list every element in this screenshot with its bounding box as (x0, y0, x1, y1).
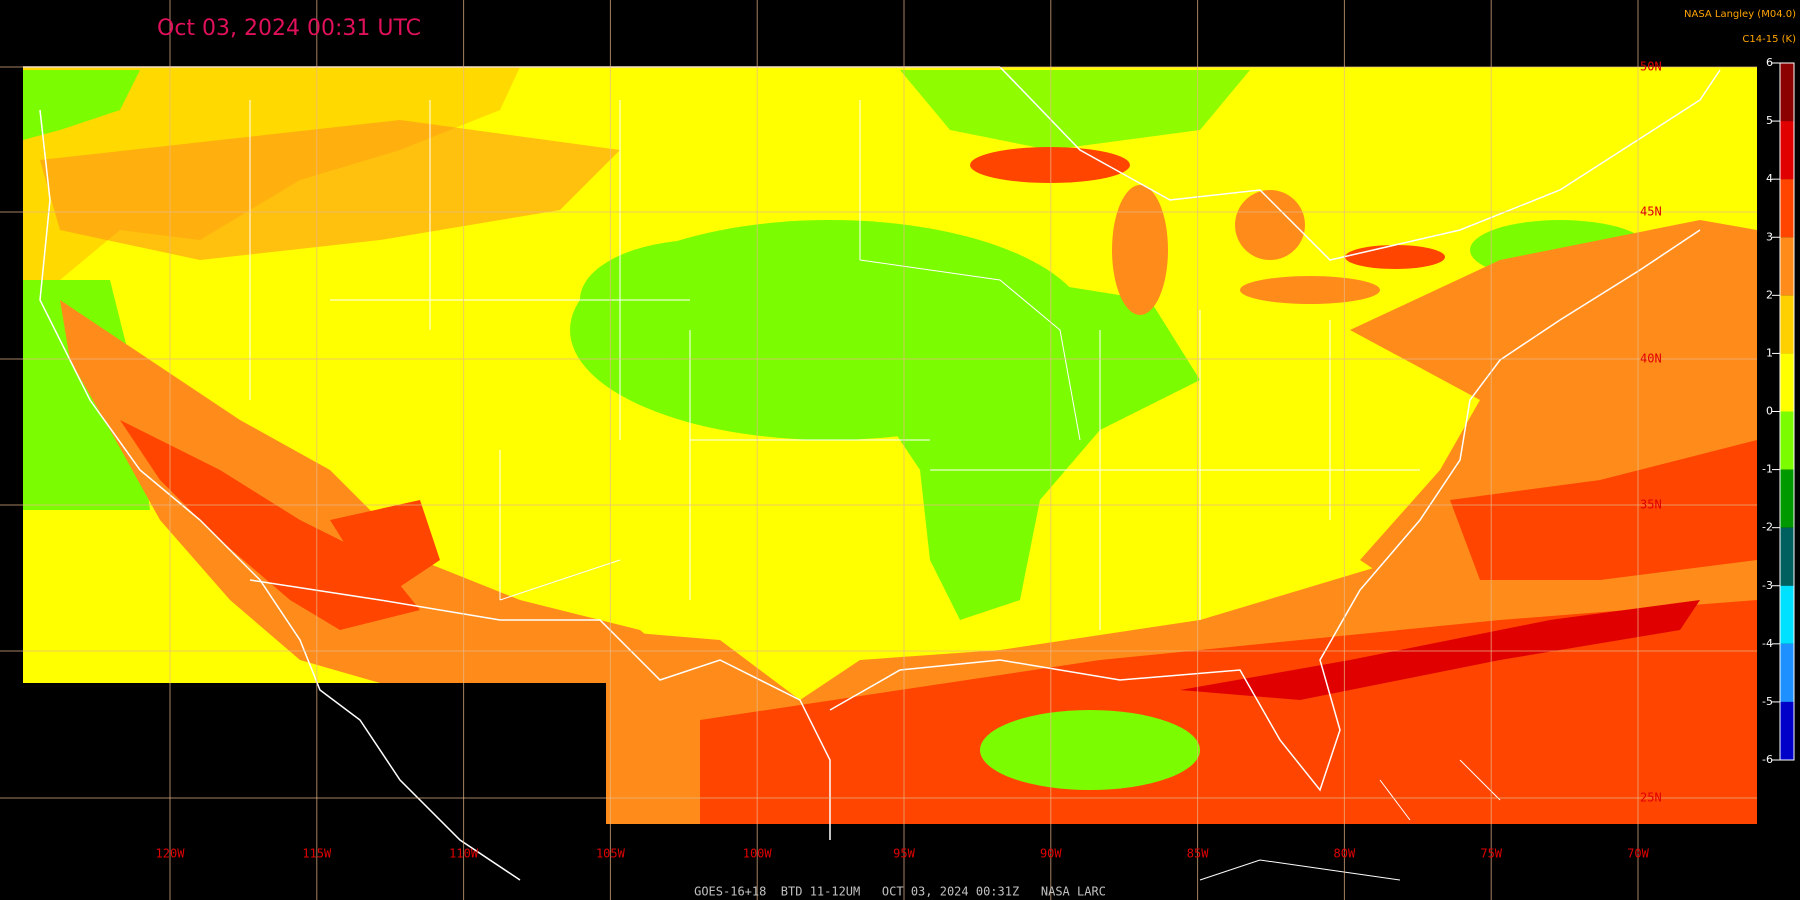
cloud-patch (120, 420, 420, 630)
longitude-label: 70W (1627, 847, 1649, 861)
colorbar-segment (1780, 585, 1794, 644)
colorbar-segment (1780, 411, 1794, 470)
border-line (249, 579, 831, 840)
colorbar-segment (1780, 353, 1794, 412)
cloud-patch (23, 70, 140, 140)
longitude-label: 115W (302, 847, 332, 861)
cloud-patch (1180, 600, 1700, 700)
source-label: NASA Langley (M04.0) (1684, 9, 1796, 20)
colorbar-label: 3 (1766, 230, 1773, 243)
longitude-label: 75W (1480, 847, 1502, 861)
longitude-label: 85W (1187, 847, 1209, 861)
colorbar-label: 0 (1766, 405, 1773, 418)
colorbar-label: -4 (1762, 637, 1773, 650)
colorbar-label: 2 (1766, 288, 1773, 301)
longitude-label: 100W (743, 847, 773, 861)
longitude-label: 110W (449, 847, 479, 861)
map-title: Oct 03, 2024 00:31 UTC (157, 16, 421, 41)
colorbar-segment (1780, 701, 1794, 760)
latitude-label: 35N (1640, 498, 1662, 512)
colorbar-label: 5 (1766, 114, 1773, 127)
longitude-label: 105W (596, 847, 626, 861)
product-label: C14-15 (K) (1742, 34, 1796, 45)
colorbar-segment (1780, 237, 1794, 296)
cloud-patch (60, 300, 700, 683)
colorbar-label: -1 (1762, 463, 1773, 476)
colorbar-segment (1780, 643, 1794, 702)
coastline (39, 109, 521, 881)
latitude-label: 40N (1640, 352, 1662, 366)
colorbar-label: -2 (1762, 521, 1773, 534)
colorbar-label: 6 (1766, 56, 1773, 69)
longitude-label: 95W (893, 847, 915, 861)
coastline (829, 229, 1701, 792)
colorbar-label: -5 (1762, 695, 1773, 708)
latitude-label: 25N (1640, 791, 1662, 805)
footer: GOES-16+18 BTD 11-12UM OCT 03, 2024 00:3… (694, 885, 1106, 899)
colorbar-segment (1780, 469, 1794, 528)
cloud-patch (880, 260, 1200, 620)
cloud-patch (980, 710, 1200, 790)
coastline (1199, 759, 1501, 881)
colorbar-segment (1780, 121, 1794, 180)
colorbar-segment (1780, 527, 1794, 586)
lake (1112, 185, 1168, 315)
colorbar-segment (1780, 295, 1794, 354)
cloud-patch (330, 500, 440, 600)
longitude-label: 120W (156, 847, 186, 861)
cloud-patch (40, 120, 620, 260)
colorbar-label: 1 (1766, 346, 1773, 359)
colorbar-label: 4 (1766, 172, 1773, 185)
latitude-label: 50N (1640, 60, 1662, 74)
graticule: 120W 115W 110W 105W 100W 95W 90W 85W 80W 75W 70W 50… (0, 0, 1757, 900)
colorbar-label: -3 (1762, 579, 1773, 592)
lake (1240, 276, 1380, 304)
lake (1235, 190, 1305, 260)
colorbar-segment (1780, 63, 1794, 122)
lake (1345, 245, 1445, 269)
colorbar: 6 5 4 3 2 1 0 -1 -2 -3 -4 -5 -6 (1762, 56, 1795, 766)
state-line (249, 100, 1420, 630)
longitude-label: 80W (1334, 847, 1356, 861)
cloud-patch (1450, 440, 1757, 580)
colorbar-label: -6 (1762, 753, 1773, 766)
longitude-label: 90W (1040, 847, 1062, 861)
latitude-label: 45N (1640, 205, 1662, 219)
colorbar-segment (1780, 179, 1794, 238)
cloud-patch (900, 70, 1250, 150)
cloud-patch (23, 280, 150, 510)
cloud-patch (580, 240, 820, 360)
